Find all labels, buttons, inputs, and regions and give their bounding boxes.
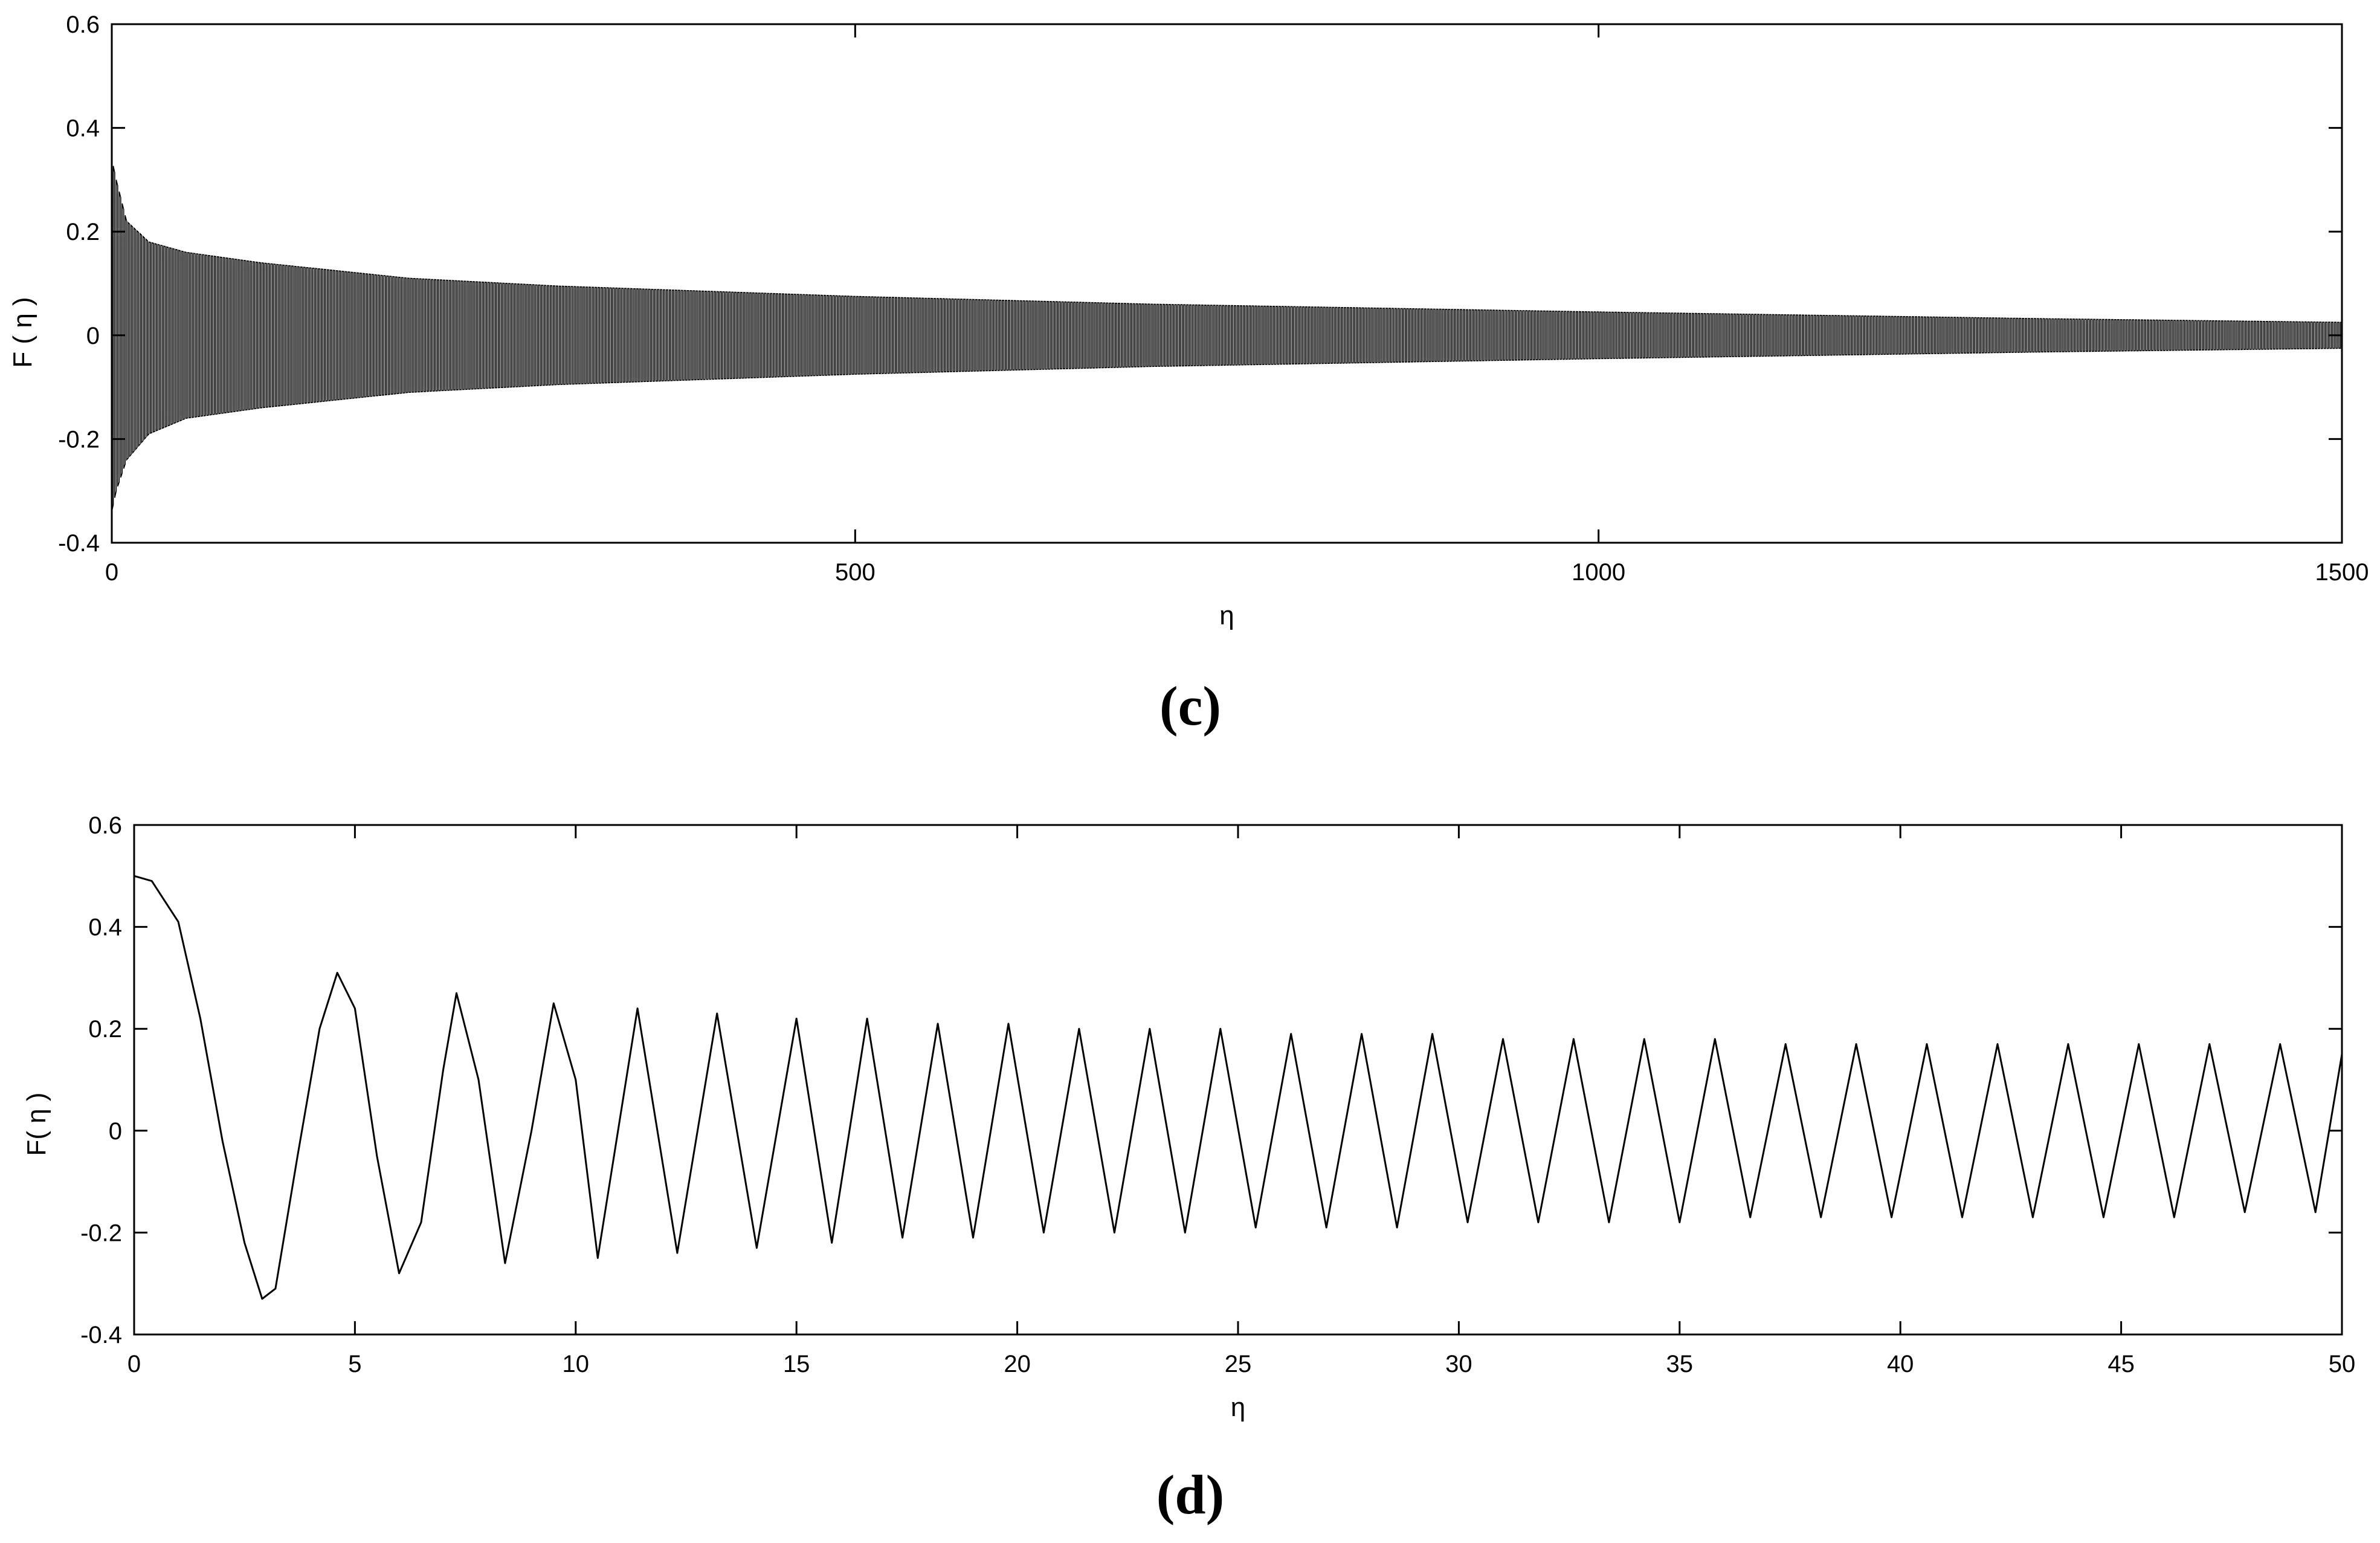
y-tick-label: -0.4	[80, 1322, 122, 1348]
y-tick-label: -0.2	[80, 1220, 122, 1246]
x-tick-label: 25	[1225, 1351, 1252, 1377]
y-tick-label: 0.2	[66, 219, 100, 245]
x-tick-label: 10	[563, 1351, 590, 1377]
y-tick-label: -0.4	[58, 530, 100, 557]
x-tick-label: 20	[1004, 1351, 1031, 1377]
x-tick-label: 0	[105, 559, 118, 586]
x-tick-label: 0	[127, 1351, 141, 1377]
x-tick-label: 30	[1445, 1351, 1472, 1377]
plot-frame	[133, 824, 2343, 1336]
x-tick-label: 500	[835, 559, 876, 586]
y-tick-label: 0.6	[66, 11, 100, 38]
x-tick-label: 35	[1666, 1351, 1694, 1377]
y-tick-label: -0.2	[58, 426, 100, 453]
x-tick-label: 5	[348, 1351, 361, 1377]
x-axis-label: η	[1219, 601, 1234, 630]
x-tick-label: 1000	[1572, 559, 1625, 586]
x-tick-label: 45	[2107, 1351, 2135, 1377]
x-tick-label: 15	[783, 1351, 810, 1377]
x-tick-label: 50	[2329, 1351, 2356, 1377]
panel-label-d: (d)	[1156, 1464, 1225, 1525]
y-axis-label: F( η )	[22, 1092, 51, 1156]
series-line	[111, 159, 2343, 512]
y-axis-label: F ( η )	[8, 297, 37, 367]
y-tick-label: 0	[109, 1118, 122, 1145]
x-tick-label: 1500	[2315, 559, 2369, 586]
x-tick-label: 40	[1887, 1351, 1914, 1377]
y-tick-label: 0.4	[88, 914, 122, 941]
chart-c: 0 500 1000 1500 -0.4 -0.2 0 0.2 0.4 0.6 η F ( η )	[8, 11, 2369, 630]
y-tick-label: 0	[86, 323, 100, 349]
series-line	[134, 875, 2343, 1300]
panel-label-c: (c)	[1159, 675, 1222, 737]
y-tick-label: 0.6	[88, 812, 122, 839]
chart-d: 0 5 10 15 20 25 30 35 40 45 50 -0.4 -0.2 0 0.2 0.4 0.6 η F…	[22, 812, 2356, 1422]
x-axis-label: η	[1231, 1393, 1245, 1422]
y-tick-label: 0.2	[88, 1016, 122, 1043]
y-tick-label: 0.4	[66, 115, 100, 142]
